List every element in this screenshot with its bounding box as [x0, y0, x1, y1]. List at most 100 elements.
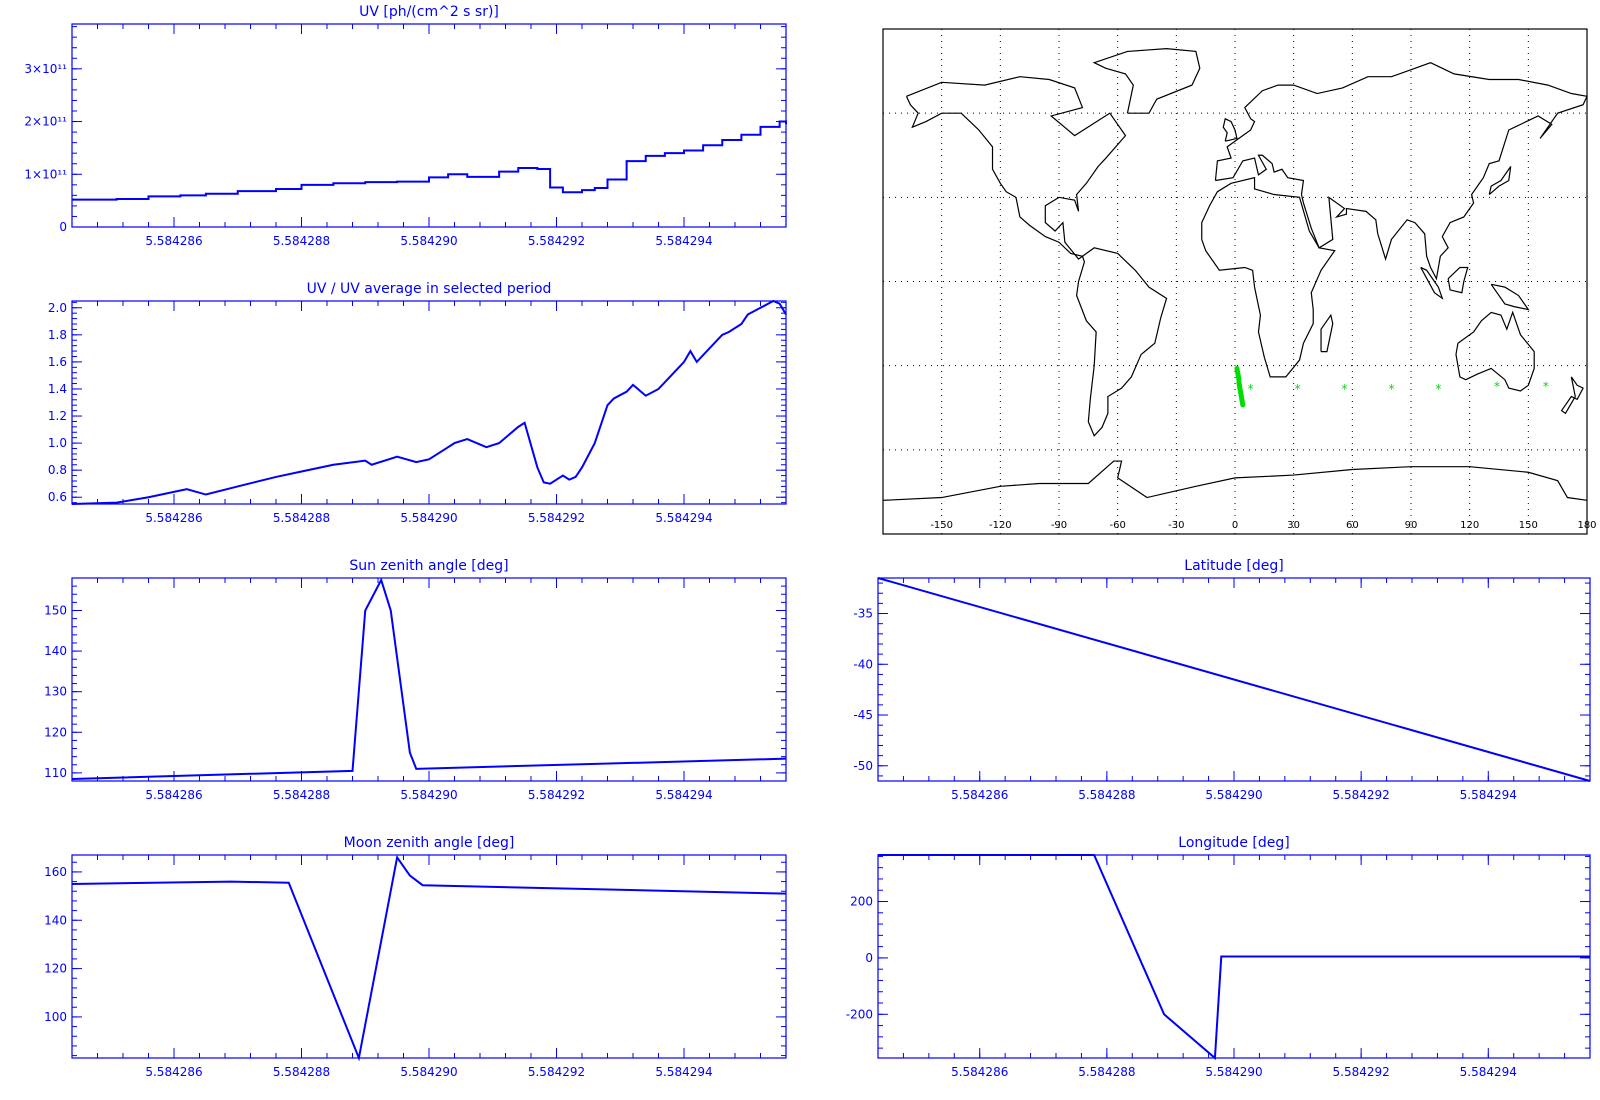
longitude-tick-label: -30	[1168, 520, 1184, 531]
series-line	[878, 854, 1590, 1061]
y-tick-label: 200	[850, 895, 873, 909]
y-tick-label: 150	[44, 603, 67, 617]
x-tick-label: 5.584292	[1333, 1065, 1390, 1079]
x-tick-label: 5.584286	[145, 788, 202, 802]
y-tick-label: 1.8	[48, 328, 67, 342]
track-marker: *	[1543, 379, 1549, 393]
y-tick-label: 1.2	[48, 409, 67, 423]
x-tick-label: 5.584292	[528, 511, 585, 525]
coastline-south-america	[1075, 247, 1168, 437]
y-tick-label: 2.0	[48, 301, 67, 315]
y-tick-label: -45	[853, 708, 873, 722]
panel-title: Sun zenith angle [deg]	[349, 558, 508, 574]
x-tick-label: 5.584288	[273, 788, 330, 802]
panel-title: Longitude [deg]	[1178, 835, 1289, 851]
series-line	[72, 120, 787, 201]
series-line	[877, 577, 1591, 782]
plot-frame	[71, 577, 787, 782]
coastline-antarctica	[882, 460, 1588, 501]
x-tick-label: 5.584286	[951, 1065, 1008, 1079]
uv-radiance-panel: UV [ph/(cm^2 s sr)] 5.584286 5.584288 5.584…	[24, 4, 787, 248]
series-line	[71, 299, 787, 505]
y-tick-label: 0.8	[48, 463, 67, 477]
longitude-tick-label: -60	[1109, 520, 1125, 531]
x-tick-label: 5.584290	[1205, 788, 1262, 802]
x-tick-label: 5.584290	[400, 511, 457, 525]
coastline-japan	[1488, 166, 1512, 195]
satellite-track-segment	[1236, 380, 1246, 408]
x-tick-label: 5.584294	[655, 788, 712, 802]
coastline-borneo	[1447, 266, 1469, 294]
y-tick-label: 120	[44, 962, 67, 976]
x-tick-label: 5.584294	[655, 511, 712, 525]
coastline-uk	[1222, 117, 1238, 142]
x-tick-label: 5.584286	[145, 511, 202, 525]
coastline-new-zealand	[1560, 376, 1584, 415]
coastline-sumatra	[1420, 266, 1444, 300]
x-tick-label: 5.584294	[1460, 788, 1517, 802]
track-marker: *	[1295, 382, 1301, 396]
longitude-tick-label: 30	[1287, 520, 1300, 531]
y-tick-label: 2×10¹¹	[24, 115, 67, 129]
longitude-tick-label: -150	[930, 520, 953, 531]
coastline-africa	[1201, 176, 1336, 378]
track-marker: *	[1248, 382, 1254, 396]
y-tick-label: 1×10¹¹	[24, 167, 67, 181]
panel-title: UV [ph/(cm^2 s sr)]	[359, 4, 499, 20]
plot-frame	[71, 300, 787, 505]
y-tick-label: 1.0	[48, 436, 67, 450]
coastline-greenland	[1092, 48, 1201, 114]
longitude-tick-label: 180	[1577, 520, 1596, 531]
y-tick-label: -50	[853, 759, 873, 773]
longitude-tick-label: 0	[1232, 520, 1238, 531]
uv-ratio-panel: UV / UV average in selected period 5.5842…	[48, 281, 787, 525]
y-tick-label: 0.6	[48, 490, 67, 504]
coastline-north-america	[905, 76, 1127, 260]
x-tick-label: 5.584294	[655, 1065, 712, 1079]
panel-title: Moon zenith angle [deg]	[344, 835, 515, 851]
y-tick-label: 1.6	[48, 355, 67, 369]
y-tick-label: 3×10¹¹	[24, 62, 67, 76]
sun-zenith-panel: Sun zenith angle [deg] 5.584286 5.584288 5.…	[44, 558, 787, 802]
longitude-panel: Longitude [deg] 5.584286 5.584288 5.584290 5…	[846, 835, 1591, 1079]
x-tick-label: 5.584292	[1333, 788, 1390, 802]
x-tick-label: 5.584294	[1460, 1065, 1517, 1079]
longitude-tick-label: 120	[1460, 520, 1479, 531]
y-tick-label: 120	[44, 725, 67, 739]
track-marker: *	[1388, 382, 1394, 396]
latitude-panel: Latitude [deg] 5.584286 5.584288 5.584290 5.…	[853, 558, 1591, 802]
panel-title: Latitude [deg]	[1184, 558, 1283, 574]
x-tick-label: 5.584290	[400, 1065, 457, 1079]
series-line	[71, 577, 787, 780]
x-tick-label: 5.584288	[1078, 788, 1135, 802]
longitude-tick-label: 150	[1519, 520, 1538, 531]
coastline-eurasia	[1214, 62, 1588, 281]
x-tick-label: 5.584290	[1205, 1065, 1262, 1079]
satellite-track-segment	[1234, 365, 1242, 383]
y-tick-label: -200	[846, 1007, 873, 1021]
longitude-tick-label: 60	[1346, 520, 1359, 531]
x-tick-label: 5.584286	[145, 1065, 202, 1079]
x-tick-label: 5.584288	[273, 234, 330, 248]
x-tick-label: 5.584286	[145, 234, 202, 248]
y-tick-label: 1.4	[48, 382, 67, 396]
world-map-panel: -150 -120 -90 -60 -30 0 30 60 90 120 150 180 * * * * * * *	[882, 28, 1597, 535]
x-tick-label: 5.584294	[655, 234, 712, 248]
track-marker: *	[1435, 382, 1441, 396]
x-tick-label: 5.584290	[400, 788, 457, 802]
longitude-tick-label: -90	[1051, 520, 1067, 531]
y-tick-label: 0	[59, 220, 67, 234]
coastline-australia	[1455, 310, 1535, 392]
panel-title: UV / UV average in selected period	[307, 281, 552, 297]
track-marker: *	[1494, 379, 1500, 393]
longitude-tick-label: -120	[989, 520, 1012, 531]
coastline-new-guinea	[1490, 283, 1530, 311]
y-tick-label: -35	[853, 607, 873, 621]
x-tick-label: 5.584288	[273, 1065, 330, 1079]
x-tick-label: 5.584292	[528, 1065, 585, 1079]
x-tick-label: 5.584292	[528, 234, 585, 248]
longitude-tick-label: 90	[1405, 520, 1418, 531]
track-marker: *	[1342, 382, 1348, 396]
y-tick-label: 100	[44, 1010, 67, 1024]
